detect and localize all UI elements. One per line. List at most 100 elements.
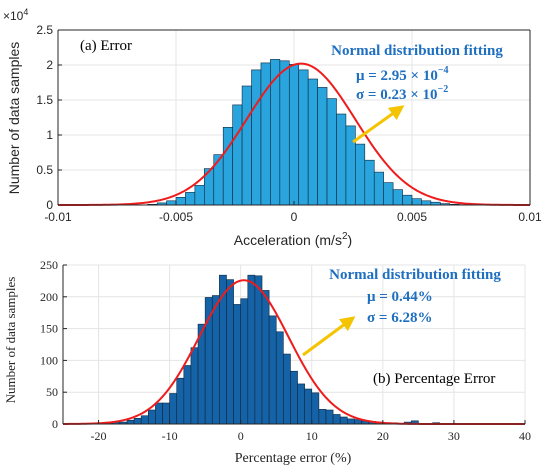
- histogram-bar: [140, 415, 149, 425]
- histogram-bar: [176, 377, 185, 425]
- fit-mu-b: μ = 0.44%: [367, 289, 433, 305]
- histogram-bars-a: [147, 59, 469, 206]
- x-tick-label: -0.01: [44, 210, 72, 224]
- histogram-bar: [304, 388, 313, 425]
- histogram-bar: [233, 304, 241, 425]
- x-tick-label: 0.01: [518, 210, 542, 224]
- histogram-bar: [232, 104, 243, 206]
- y-tick-label: 50: [46, 385, 58, 399]
- histogram-bar: [268, 315, 277, 425]
- histogram-bar: [298, 69, 309, 206]
- histogram-bar: [183, 365, 192, 425]
- y-tick-label: 0: [52, 417, 58, 431]
- histogram-bar: [147, 409, 156, 425]
- histogram-bar: [297, 383, 305, 425]
- histogram-bar: [261, 290, 270, 425]
- histogram-bar: [190, 347, 199, 425]
- histogram-bar: [332, 414, 341, 425]
- x-tick-label: -0.005: [159, 210, 193, 224]
- histogram-bar: [133, 417, 142, 425]
- annotation-arrow-a: [352, 105, 405, 144]
- normal-fit-curve-a: [58, 62, 530, 206]
- x-tick-label: 20: [377, 429, 389, 443]
- axes-b: [62, 265, 525, 425]
- histogram-bar: [392, 189, 403, 206]
- histogram-bar: [254, 275, 263, 425]
- x-tick-label: 0: [291, 210, 298, 224]
- x-axis-label-b: Percentage error (%): [235, 451, 352, 466]
- y-tick-label: 0: [46, 198, 53, 212]
- histogram-bar: [347, 418, 355, 425]
- x-tick-label: 0.005: [397, 210, 427, 224]
- y-tick-label: 250: [40, 258, 58, 272]
- fit-title-b: Normal distribution fitting: [329, 267, 501, 283]
- panel-label-a: (a) Error: [80, 38, 132, 54]
- x-tick-label: 40: [519, 429, 531, 443]
- histogram-bar: [260, 62, 271, 206]
- histogram-bar: [211, 295, 220, 425]
- histogram-bar: [288, 64, 300, 206]
- y-axis-label-a: Number of data samples: [6, 42, 22, 195]
- histogram-bar: [169, 393, 178, 425]
- histogram-bar: [162, 402, 170, 425]
- histogram-bar: [240, 298, 249, 425]
- chart-panel-b: -20 -10 0 10 20 30 40 0 50 100 150 200 250 (b) Perce…: [3, 258, 531, 466]
- histogram-bar: [355, 143, 366, 206]
- x-tick-label: -20: [91, 429, 107, 443]
- histogram-bar: [326, 98, 337, 206]
- histogram-bar: [383, 182, 394, 206]
- y-tick-label: 0.5: [36, 163, 53, 177]
- histogram-bar: [364, 159, 375, 206]
- x-tick-label: -10: [162, 429, 178, 443]
- histogram-bar: [411, 198, 422, 206]
- histogram-bar: [126, 419, 135, 425]
- histogram-bar: [155, 402, 163, 425]
- y-axis-label-b: Number of data samples: [3, 277, 18, 404]
- y-tick-label: 150: [40, 322, 58, 336]
- histogram-bar: [247, 274, 256, 425]
- fit-mu-a: μ = 2.95 × 10−4: [356, 65, 449, 84]
- histogram-bar: [222, 127, 233, 206]
- histogram-bar: [345, 125, 356, 206]
- histogram-bar: [283, 353, 291, 425]
- histogram-bar: [213, 154, 224, 206]
- tick-labels-b: -20 -10 0 10 20 30 40 0 50 100 150 200 250: [40, 258, 531, 443]
- fit-sigma-b: σ = 6.28%: [367, 310, 432, 326]
- y-multiplier-a: ×104: [3, 7, 28, 23]
- histogram-bar: [311, 392, 320, 425]
- histogram-bar: [251, 69, 262, 206]
- histogram-bar: [241, 85, 252, 206]
- fit-annotation-a: Normal distribution fitting μ = 2.95 × 1…: [331, 43, 503, 144]
- histogram-bar: [290, 370, 298, 425]
- panel-label-b: (b) Percentage Error: [373, 371, 495, 387]
- histogram-bar: [318, 409, 327, 425]
- histogram-bar: [185, 192, 196, 206]
- fit-annotation-b: Normal distribution fitting μ = 0.44% σ …: [302, 267, 501, 357]
- x-tick-label: 30: [448, 429, 460, 443]
- tick-labels-a: -0.01 -0.005 0 0.005 0.01 0 0.5 1 1.5 2 2.5: [36, 23, 542, 224]
- y-tick-label: 2: [46, 58, 53, 72]
- histogram-bar: [339, 416, 348, 425]
- histogram-bar: [275, 331, 284, 425]
- histogram-bar: [307, 78, 318, 206]
- x-tick-label: 0: [238, 429, 244, 443]
- fit-sigma-a: σ = 0.23 × 10−2: [356, 84, 448, 103]
- histogram-bar: [325, 409, 334, 425]
- x-tick-label: 10: [306, 429, 318, 443]
- chart-panel-a: -0.01 -0.005 0 0.005 0.01 0 0.5 1 1.5 2 2.5 ×104 (…: [3, 7, 542, 248]
- histogram-bar: [421, 200, 432, 206]
- x-axis-label-a: Acceleration (m/s2): [234, 231, 352, 248]
- histogram-bar: [166, 200, 177, 206]
- histogram-bar: [279, 60, 290, 206]
- y-tick-label: 200: [40, 290, 58, 304]
- histogram-bar: [336, 113, 347, 206]
- histogram-bar: [175, 197, 186, 206]
- histogram-bar: [402, 194, 413, 206]
- y-tick-label: 2.5: [36, 23, 53, 37]
- histogram-bar: [373, 171, 384, 206]
- y-tick-label: 100: [40, 353, 58, 367]
- histogram-bar: [194, 185, 205, 206]
- y-tick-label: 1.5: [36, 93, 53, 107]
- fit-title-a: Normal distribution fitting: [331, 43, 503, 59]
